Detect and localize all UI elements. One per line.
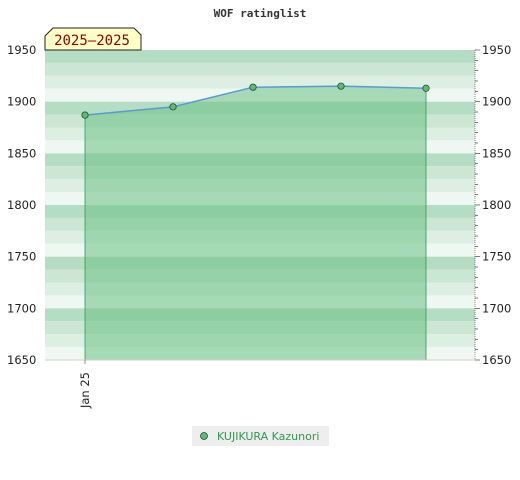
data-point bbox=[422, 84, 430, 92]
legend-box bbox=[192, 426, 329, 446]
left-y-tick-label: 1900 bbox=[7, 95, 36, 109]
background-band bbox=[45, 75, 475, 89]
right-y-tick-label: 1850 bbox=[482, 146, 511, 160]
legend-marker bbox=[200, 432, 208, 440]
rating-area-layer bbox=[84, 85, 427, 361]
axes: 1650 1650 1700 1700 1750 1750 1800 1800 1850 1850… bbox=[7, 43, 511, 409]
right-y-tick-label: 1950 bbox=[482, 43, 511, 57]
chart-title: WOF ratinglist bbox=[214, 7, 307, 20]
year-range-badge: 2025–2025 bbox=[44, 27, 142, 51]
data-marks bbox=[81, 82, 430, 119]
data-point bbox=[249, 83, 257, 91]
right-y-tick-label: 1750 bbox=[482, 250, 511, 264]
data-point bbox=[81, 111, 89, 119]
data-point bbox=[337, 82, 345, 90]
right-y-tick-label: 1650 bbox=[482, 353, 511, 367]
background-band bbox=[45, 62, 475, 76]
background-band bbox=[45, 50, 475, 63]
legend-label: KUJIKURA Kazunori bbox=[217, 430, 319, 443]
right-y-tick-label: 1700 bbox=[482, 301, 511, 315]
year-range-badge-text: 2025–2025 bbox=[54, 33, 130, 49]
left-y-tick-label: 1650 bbox=[7, 353, 36, 367]
x-tick-label: Jan 25 bbox=[78, 372, 92, 409]
data-point bbox=[169, 103, 177, 111]
right-y-tick-label: 1900 bbox=[482, 95, 511, 109]
year-range-badge-shape bbox=[44, 27, 142, 51]
left-y-tick-label: 1850 bbox=[7, 146, 36, 160]
rating-area bbox=[84, 85, 427, 361]
right-y-tick-label: 1800 bbox=[482, 198, 511, 212]
left-y-tick-label: 1800 bbox=[7, 198, 36, 212]
left-y-tick-label: 1750 bbox=[7, 250, 36, 264]
left-y-tick-label: 1700 bbox=[7, 301, 36, 315]
left-y-tick-label: 1950 bbox=[7, 43, 36, 57]
legend: KUJIKURA Kazunori bbox=[192, 426, 329, 446]
